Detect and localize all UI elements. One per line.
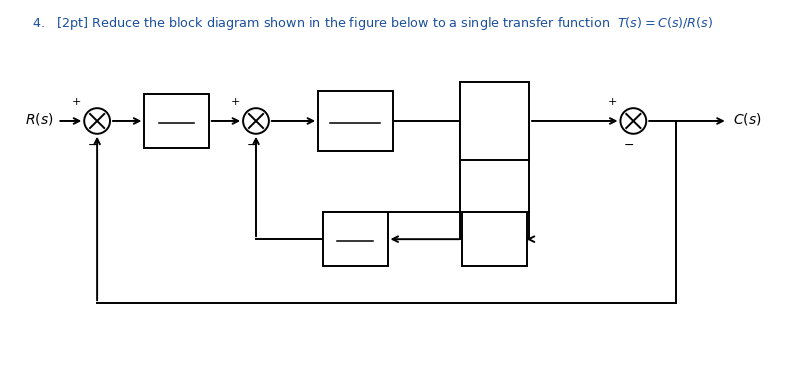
Text: $1$: $1$ — [172, 105, 182, 121]
Circle shape — [84, 108, 110, 134]
Bar — [144, 94, 209, 148]
Bar — [460, 81, 529, 160]
Text: $s^2$: $s^2$ — [169, 127, 184, 146]
Text: −: − — [246, 139, 258, 152]
Text: +: + — [72, 97, 81, 107]
Text: $s$: $s$ — [490, 114, 499, 128]
Text: $2$: $2$ — [489, 230, 500, 248]
Bar — [318, 91, 393, 151]
Bar — [323, 212, 388, 266]
Text: $R(s)$: $R(s)$ — [25, 111, 53, 127]
Text: 4.   [2pt] Reduce the block diagram shown in the figure below to a single transf: 4. [2pt] Reduce the block diagram shown … — [32, 15, 713, 32]
Text: $50$: $50$ — [345, 104, 366, 120]
Text: $2$: $2$ — [351, 222, 360, 238]
Text: $s$: $s$ — [351, 248, 360, 262]
Text: +: + — [231, 97, 240, 107]
Text: $s+1$: $s+1$ — [339, 131, 371, 144]
Text: $C(s)$: $C(s)$ — [733, 111, 761, 127]
Text: +: + — [608, 97, 618, 107]
Circle shape — [243, 108, 269, 134]
Text: −: − — [88, 139, 99, 152]
Circle shape — [620, 108, 646, 134]
Text: −: − — [624, 139, 634, 152]
Bar — [462, 212, 526, 266]
